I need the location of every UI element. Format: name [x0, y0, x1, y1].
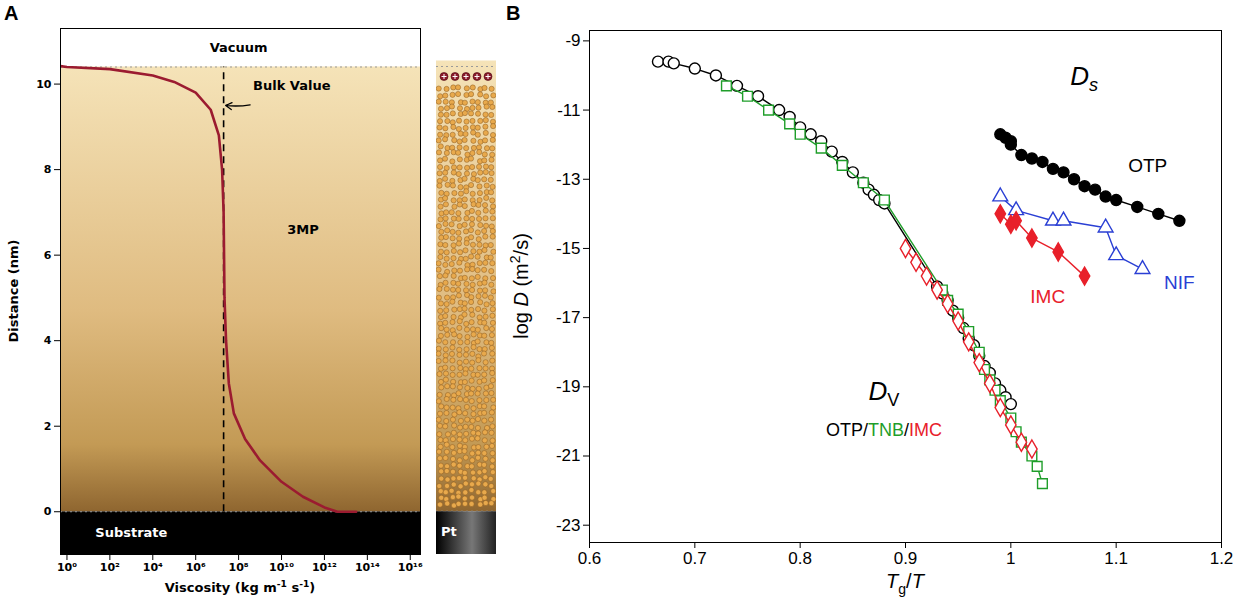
- svg-text:-17: -17: [556, 308, 581, 327]
- svg-text:DV: DV: [868, 376, 900, 410]
- svg-text:Tg/T: Tg/T: [886, 570, 926, 597]
- svg-text:10¹²: 10¹²: [312, 561, 337, 574]
- svg-text:Bulk Value: Bulk Value: [253, 78, 331, 93]
- svg-text:0.7: 0.7: [683, 549, 707, 568]
- svg-text:10¹⁴: 10¹⁴: [355, 561, 380, 574]
- svg-text:0.6: 0.6: [578, 549, 602, 568]
- svg-text:10⁰: 10⁰: [57, 561, 77, 574]
- svg-text:6: 6: [44, 249, 52, 262]
- svg-text:10: 10: [36, 78, 52, 91]
- svg-text:NIF: NIF: [1164, 272, 1195, 293]
- svg-text:1.1: 1.1: [1104, 549, 1128, 568]
- svg-text:OTP: OTP: [1128, 154, 1167, 175]
- svg-text:-21: -21: [556, 446, 581, 465]
- svg-text:0: 0: [44, 505, 52, 518]
- svg-text:8: 8: [44, 163, 52, 176]
- svg-text:1: 1: [1006, 549, 1015, 568]
- svg-text:Substrate: Substrate: [95, 525, 167, 540]
- svg-text:3MP: 3MP: [287, 222, 319, 237]
- svg-text:Ds: Ds: [1070, 61, 1098, 95]
- svg-text:-19: -19: [556, 377, 581, 396]
- svg-text:-23: -23: [556, 516, 581, 535]
- svg-text:10⁸: 10⁸: [229, 561, 249, 574]
- html-text:B: B: [506, 2, 521, 24]
- svg-text:2: 2: [44, 420, 52, 433]
- svg-text:10¹⁶: 10¹⁶: [398, 561, 423, 574]
- svg-text:log D (m2/s): log D (m2/s): [507, 233, 532, 339]
- svg-text:Vacuum: Vacuum: [210, 40, 268, 55]
- svg-text:4: 4: [44, 334, 52, 347]
- svg-text:10⁶: 10⁶: [186, 561, 206, 574]
- svg-text:IMC: IMC: [1030, 286, 1065, 307]
- svg-text:Viscosity (kg m-1 s-1): Viscosity (kg m-1 s-1): [165, 579, 315, 595]
- svg-text:10⁴: 10⁴: [143, 561, 163, 574]
- svg-text:10¹⁰: 10¹⁰: [269, 561, 294, 574]
- svg-text:1.2: 1.2: [1210, 549, 1234, 568]
- svg-text:Distance (nm): Distance (nm): [6, 240, 21, 343]
- svg-text:-9: -9: [565, 31, 580, 50]
- svg-text:0.9: 0.9: [894, 549, 918, 568]
- svg-text:Pt: Pt: [441, 524, 457, 539]
- svg-text:10²: 10²: [100, 561, 120, 574]
- svg-text:OTP/TNB/IMC: OTP/TNB/IMC: [826, 420, 942, 440]
- svg-text:-13: -13: [556, 170, 581, 189]
- svg-text:-15: -15: [556, 239, 581, 258]
- svg-text:0.8: 0.8: [788, 549, 812, 568]
- html-text:A: A: [4, 2, 19, 24]
- svg-text:-11: -11: [557, 101, 580, 120]
